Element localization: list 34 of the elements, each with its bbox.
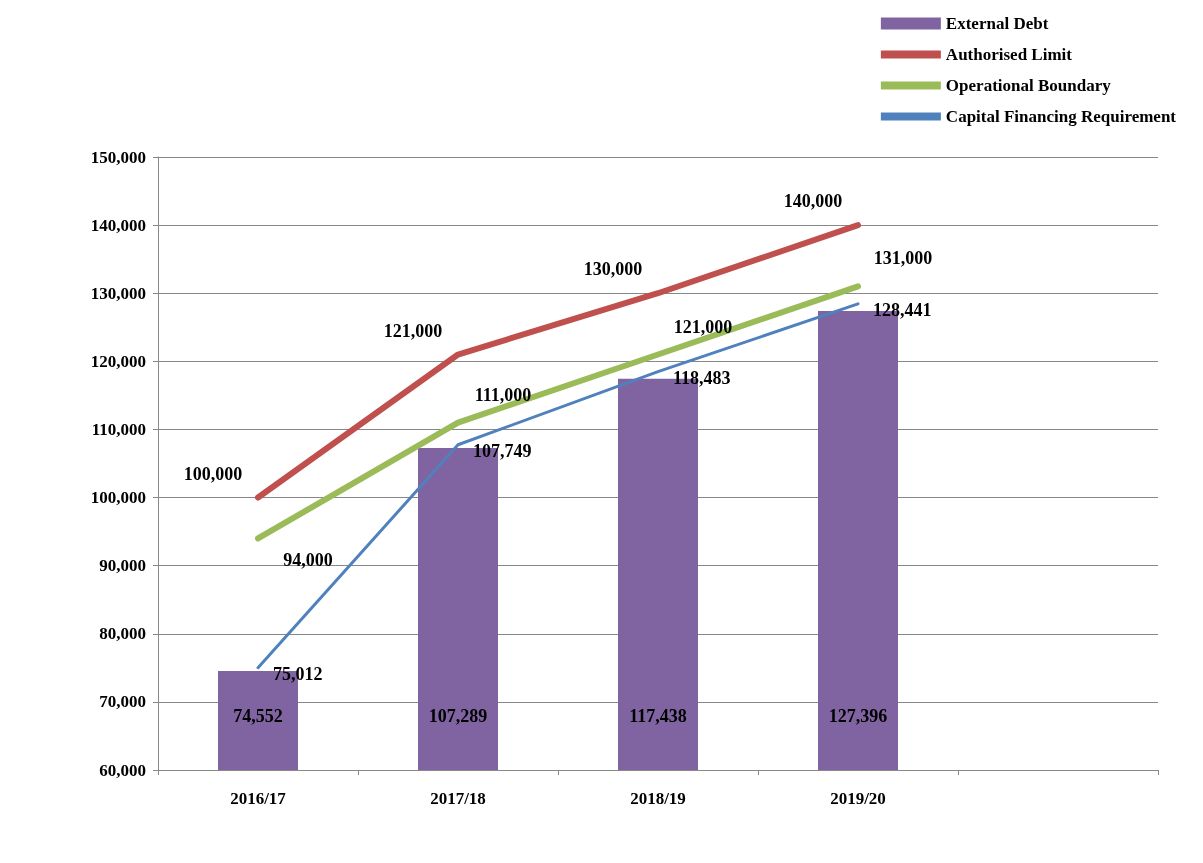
y-tick-label: 60,000 — [99, 760, 146, 780]
x-tick-label: 2016/17 — [230, 789, 287, 808]
data-label: 121,000 — [383, 320, 443, 341]
data-label: 111,000 — [474, 384, 532, 405]
y-tick-label: 140,000 — [90, 215, 146, 235]
data-label: 128,441 — [873, 299, 932, 320]
y-tick-label: 110,000 — [91, 419, 146, 439]
data-label: 121,000 — [673, 316, 733, 337]
legend-label: Capital Financing Requirement — [945, 107, 1177, 126]
data-label: 118,483 — [673, 367, 731, 388]
data-label: 131,000 — [873, 248, 933, 269]
data-label: 94,000 — [283, 550, 333, 571]
y-tick-label: 130,000 — [90, 283, 146, 303]
y-tick-label: 80,000 — [99, 624, 146, 644]
x-tick-label: 2019/20 — [830, 789, 886, 808]
y-tick-label: 100,000 — [90, 488, 146, 508]
x-tick-label: 2017/18 — [430, 789, 486, 808]
data-label: 127,396 — [828, 706, 888, 726]
x-tick-label: 2018/19 — [630, 789, 686, 808]
data-label: 117,438 — [629, 706, 687, 726]
legend-label: External Debt — [945, 14, 1049, 33]
data-label: 140,000 — [783, 191, 843, 212]
y-tick-label: 70,000 — [99, 692, 146, 712]
data-label: 74,552 — [233, 706, 283, 726]
data-label: 107,749 — [473, 440, 532, 461]
legend-label: Authorised Limit — [945, 45, 1073, 64]
data-label: 75,012 — [273, 663, 323, 684]
data-label: 100,000 — [183, 463, 243, 484]
y-tick-label: 150,000 — [90, 147, 146, 167]
data-label: 107,289 — [428, 706, 488, 726]
data-label: 130,000 — [583, 259, 643, 280]
legend-label: Operational Boundary — [945, 76, 1112, 95]
y-tick-label: 120,000 — [90, 351, 146, 371]
y-tick-label: 90,000 — [99, 556, 146, 576]
